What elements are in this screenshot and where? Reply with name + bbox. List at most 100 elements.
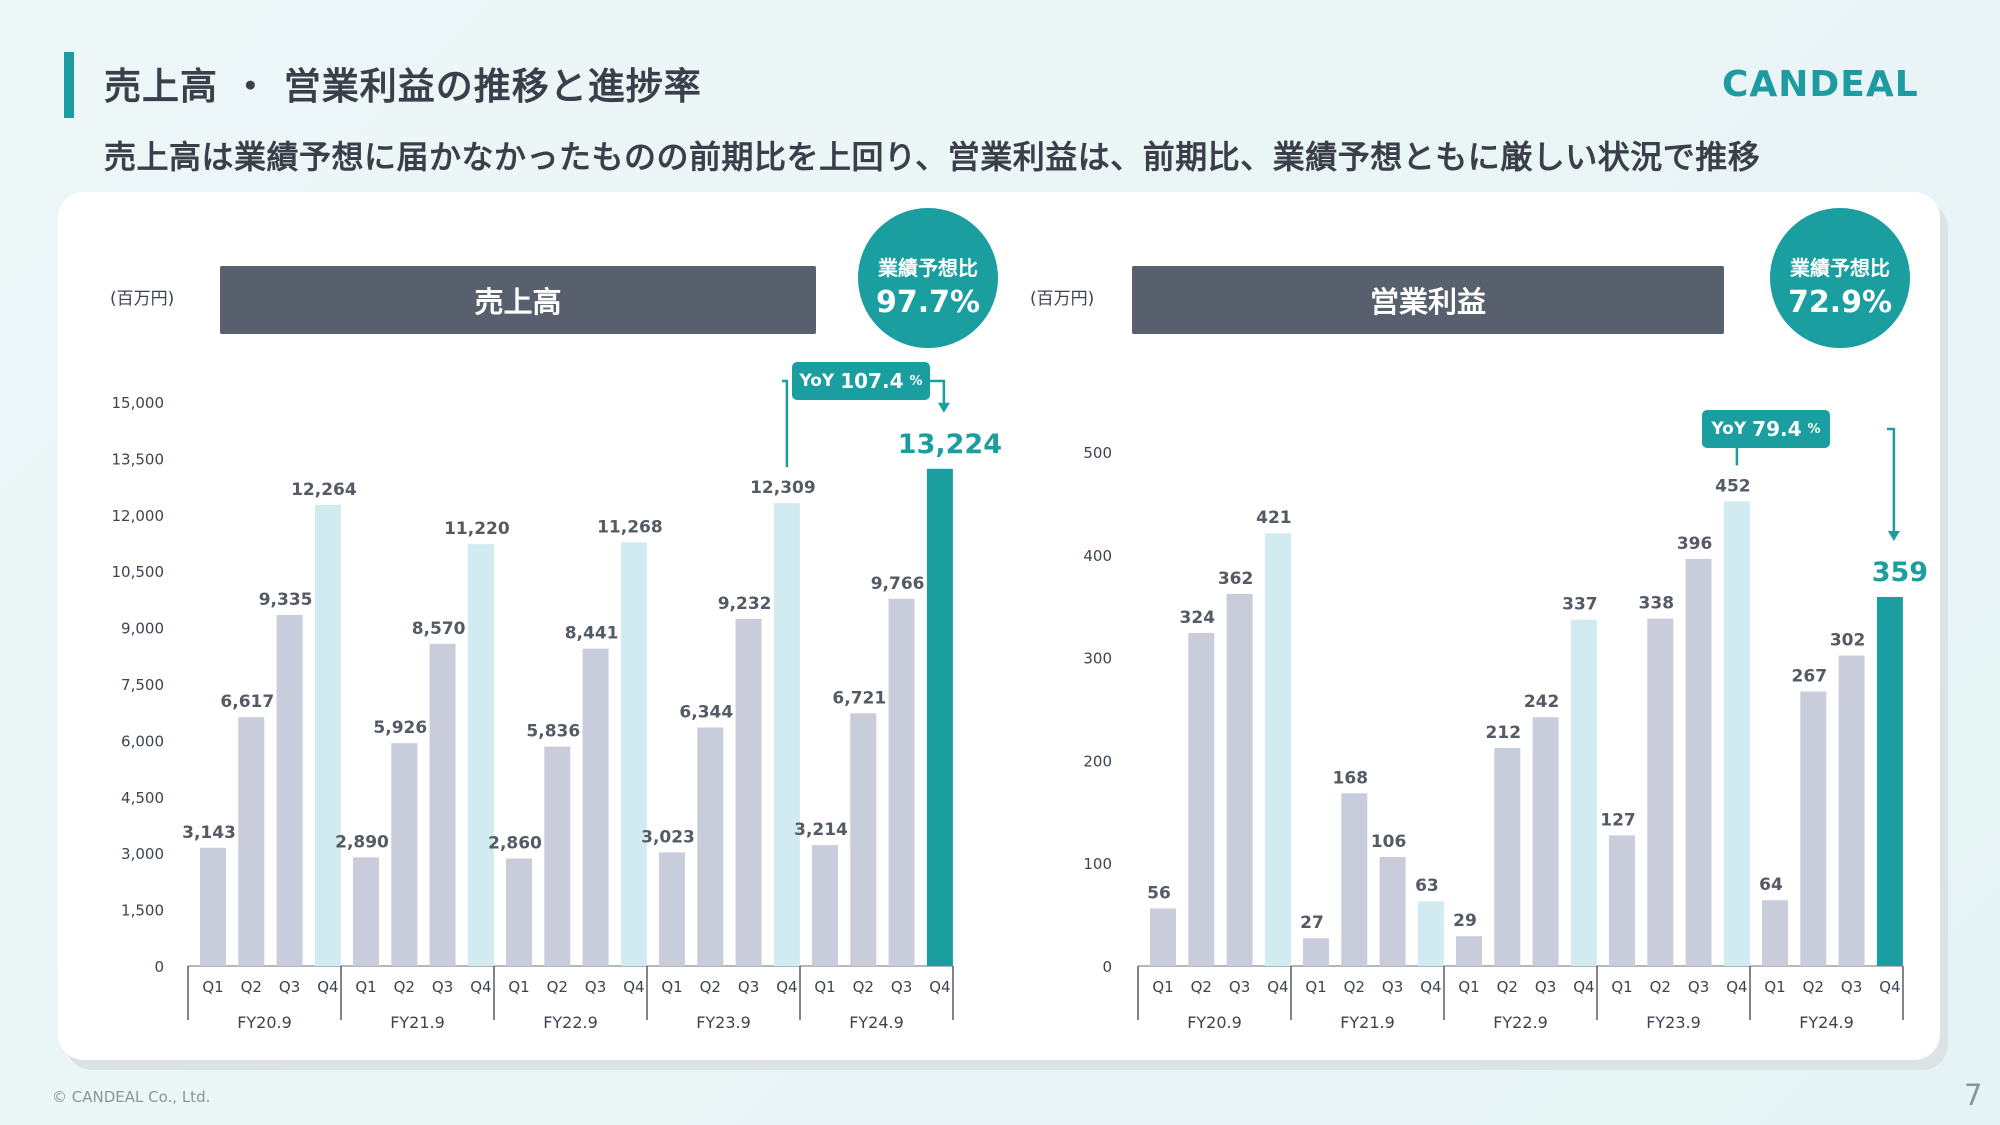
data-label: 3,143 [182,823,236,843]
bar [1647,618,1674,966]
yoy-arrow-head [937,402,950,413]
data-label: 302 [1830,631,1866,651]
forecast-ratio-badge: 業績予想比 97.7% [854,204,1002,352]
data-label-highlight: 359 [1872,557,1928,588]
data-label: 8,570 [412,619,466,639]
y-tick-label: 6,000 [121,732,164,750]
x-quarter-label: Q2 [547,978,568,996]
data-label: 5,926 [373,718,427,738]
x-year-label: FY21.9 [390,1013,445,1032]
x-quarter-label: Q1 [814,978,835,996]
data-label: 12,309 [750,478,816,498]
bar [1876,596,1903,966]
bar [391,743,418,966]
bar [276,615,303,966]
chart-card: (百万円) 売上高 業績予想比 97.7% YoY 107.4 % 0 1,500… [58,192,1940,1060]
bar [467,544,494,966]
y-tick-label: 1,500 [121,902,164,920]
bar [200,847,226,966]
x-quarter-label: Q2 [1497,978,1518,996]
x-quarter-label: Q1 [508,978,529,996]
unit-label: (百万円) [1030,289,1095,309]
bar [888,598,915,966]
bar [1570,619,1597,966]
unit-label: (百万円) [110,289,175,309]
data-label: 6,617 [220,692,274,712]
data-label: 63 [1415,876,1439,896]
title-accent-bar [64,52,74,118]
yoy-value: 79.4 [1752,417,1802,441]
y-tick-label: 500 [1083,444,1112,462]
x-quarter-label: Q1 [202,978,223,996]
data-label: 9,766 [871,574,925,594]
y-tick-label: 300 [1083,650,1112,668]
data-label: 9,232 [718,594,772,614]
data-label: 267 [1792,667,1828,687]
data-label: 9,335 [259,590,313,610]
x-quarter-label: Q4 [1879,978,1900,996]
data-label: 212 [1486,723,1522,743]
bar [773,503,800,966]
y-tick-label: 12,000 [112,507,165,525]
bar [659,852,685,966]
data-label: 12,264 [291,480,357,500]
x-quarter-label: Q2 [1650,978,1671,996]
x-quarter-label: Q1 [1611,978,1632,996]
x-year-label: FY23.9 [696,1013,751,1032]
sales-bar-chart: 0 1,500 3,000 4,500 6,000 7,500 9,000 10,500 12,… [112,379,1002,1032]
x-year-label: FY24.9 [849,1013,904,1032]
y-tick-label: 100 [1083,855,1112,873]
data-label: 421 [1256,508,1292,528]
yoy-connector [1735,427,1896,533]
x-quarter-label: Q2 [853,978,874,996]
bar [238,717,265,966]
bar [1838,655,1865,966]
bar [1341,793,1368,966]
bar [1456,936,1482,966]
x-year-label: FY20.9 [1187,1013,1242,1032]
x-quarter-label: Q1 [1458,978,1479,996]
bar [850,713,877,966]
bar [1800,691,1827,966]
y-tick-label: 400 [1083,547,1112,565]
badge-label: 業績予想比 [878,256,978,280]
y-tick-label: 4,500 [121,789,164,807]
x-quarter-label: Q4 [1573,978,1594,996]
forecast-ratio-badge: 業績予想比 72.9% [1766,204,1914,352]
bar [1150,908,1176,966]
data-label: 64 [1759,875,1783,895]
y-tick-label: 0 [154,958,164,976]
chart-header: 営業利益 [1132,266,1724,334]
x-year-label: FY20.9 [237,1013,292,1032]
y-tick-label: 9,000 [121,620,164,638]
yoy-unit: % [909,373,923,389]
bar [1226,593,1253,966]
x-year-label: FY23.9 [1646,1013,1701,1032]
badge-value: 72.9% [1787,285,1893,320]
data-label: 5,836 [526,722,580,742]
x-quarter-label: Q3 [891,978,912,996]
y-tick-label: 13,500 [112,450,165,468]
data-label: 6,344 [679,702,733,722]
x-quarter-label: Q3 [1229,978,1250,996]
bar [1723,501,1750,966]
y-tick-label: 7,500 [121,676,164,694]
bar [1609,835,1635,966]
x-quarter-label: Q3 [279,978,300,996]
page-subtitle: 売上高は業績予想に届かなかったものの前期比を上回り、営業利益は、前期比、業績予想… [104,138,1761,176]
bar [429,643,456,966]
bar [1532,717,1559,966]
copyright: © CANDEAL Co., Ltd. [52,1088,211,1106]
x-quarter-label: Q2 [1803,978,1824,996]
bar [544,746,571,966]
x-quarter-label: Q4 [776,978,797,996]
x-quarter-label: Q2 [241,978,262,996]
data-label: 2,890 [335,832,389,852]
y-tick-label: 0 [1102,958,1112,976]
data-label: 338 [1639,594,1675,614]
bar [1264,533,1291,966]
data-label: 337 [1562,595,1598,615]
x-year-label: FY24.9 [1799,1013,1854,1032]
data-label: 106 [1371,832,1407,852]
data-label: 242 [1524,692,1560,712]
